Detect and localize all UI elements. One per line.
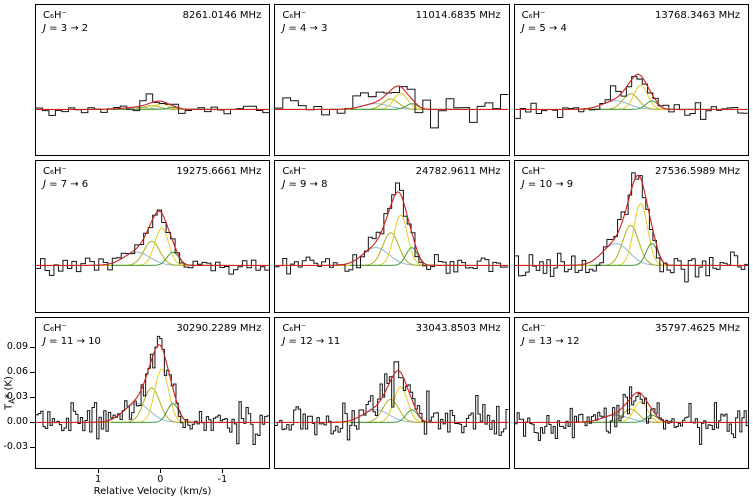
spectrum-plot <box>514 172 748 283</box>
transition-label: J = 10 → 9 <box>521 179 574 191</box>
spectrum-panel-j10-9: C₆H⁻ J = 10 → 9 27536.5989 MHz <box>513 160 749 313</box>
x-axis-label: Relative Velocity (km/s) <box>93 486 212 497</box>
spectrum-panel-j9-8: C₆H⁻ J = 9 → 8 24782.9611 MHz <box>274 160 510 313</box>
spectrum-plot <box>36 335 270 445</box>
spectrum-panel-j12-11: C₆H⁻ J = 12 → 11 33043.8503 MHz <box>274 316 510 469</box>
y-tick-mark <box>30 446 35 448</box>
molecule-label: C₆H⁻ <box>282 322 307 334</box>
spectrum-panel-j13-12: C₆H⁻ J = 13 → 12 35797.4625 MHz <box>513 316 749 469</box>
x-tick-mark <box>98 469 100 473</box>
y-axis-label-symbol: T <box>3 403 15 410</box>
frequency-label: 35797.4625 MHz <box>654 322 740 334</box>
frequency-label: 33043.8503 MHz <box>415 322 501 334</box>
spectrum-plot <box>275 360 509 440</box>
x-tick-mark <box>160 469 162 473</box>
y-tick-mark <box>30 421 35 423</box>
transition-label: J = 3 → 2 <box>43 23 89 34</box>
x-tick-label: 0 <box>157 474 164 485</box>
transition-label: J = 12 → 11 <box>282 335 341 347</box>
molecule-label: C₆H⁻ <box>43 322 67 334</box>
spectrum-panel-j7-6: C₆H⁻ J = 7 → 6 19275.6661 MHz <box>35 160 271 313</box>
spectra-grid: C₆H⁻ J = 3 → 2 8261.0146 MHz C₆H⁻ J = 4 … <box>35 4 749 469</box>
spectrum-plot <box>514 73 748 120</box>
y-tick-mark <box>30 346 35 348</box>
transition-label: J = 4 → 3 <box>282 23 328 34</box>
molecule-label: C₆H⁻ <box>282 166 307 178</box>
molecule-label: C₆H⁻ <box>521 322 546 334</box>
frequency-label: 30290.2289 MHz <box>176 322 262 334</box>
y-tick-mark <box>30 371 35 373</box>
spectrum-panel-j5-4: C₆H⁻ J = 5 → 4 13768.3463 MHz <box>513 4 749 157</box>
x-tick-label: 1 <box>95 474 102 485</box>
transition-label: J = 13 → 12 <box>521 335 580 347</box>
spectrum-panel-j3-2: C₆H⁻ J = 3 → 2 8261.0146 MHz <box>35 4 271 157</box>
transition-label: J = 11 → 10 <box>43 335 101 347</box>
transition-label: J = 7 → 6 <box>43 179 89 191</box>
transition-label: J = 9 → 8 <box>282 179 328 191</box>
y-tick-label: -0.03 <box>3 441 28 453</box>
molecule-label: C₆H⁻ <box>521 10 546 21</box>
spectrum-plot <box>36 93 270 116</box>
molecule-label: C₆H⁻ <box>521 166 546 178</box>
frequency-label: 11014.6835 MHz <box>415 10 501 21</box>
y-tick-label: 0.06 <box>6 366 28 378</box>
spectrum-panel-j4-3: C₆H⁻ J = 4 → 3 11014.6835 MHz <box>274 4 510 157</box>
spectrum-plot <box>514 386 748 445</box>
frequency-label: 19275.6661 MHz <box>176 166 262 178</box>
transition-label: J = 5 → 4 <box>521 23 567 34</box>
x-tick-label: -1 <box>217 474 228 485</box>
spectrum-plot <box>275 85 509 129</box>
y-tick-label: 0.00 <box>6 416 28 428</box>
molecule-label: C₆H⁻ <box>43 166 67 178</box>
frequency-label: 27536.5989 MHz <box>654 166 740 178</box>
spectrum-plot <box>275 182 509 275</box>
molecule-label: C₆H⁻ <box>282 10 307 21</box>
x-tick-mark <box>222 469 224 473</box>
frequency-label: 24782.9611 MHz <box>415 166 501 178</box>
spectrum-panel-j11-10: C₆H⁻ J = 11 → 10 30290.2289 MHz <box>35 316 271 469</box>
y-tick-label: 0.09 <box>6 341 28 353</box>
y-tick-label: 0.03 <box>6 391 28 403</box>
frequency-label: 13768.3463 MHz <box>654 10 740 21</box>
frequency-label: 8261.0146 MHz <box>182 10 262 21</box>
spectrum-plot <box>36 209 270 277</box>
y-tick-mark <box>30 396 35 398</box>
molecule-label: C₆H⁻ <box>43 10 67 21</box>
